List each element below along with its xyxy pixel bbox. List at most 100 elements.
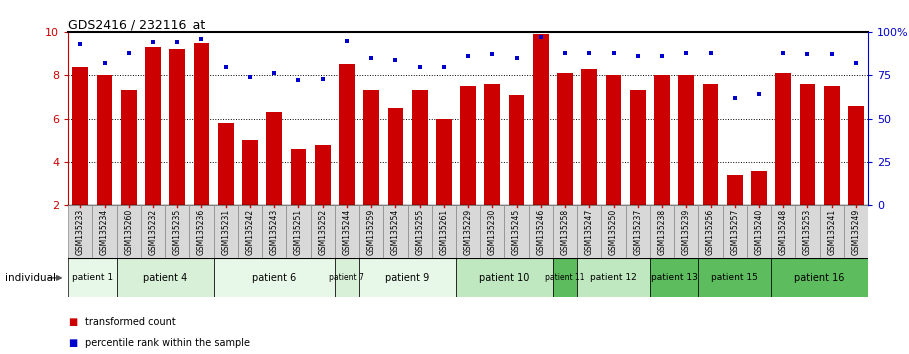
Point (315, 76, 330, 81)
Text: GSM135248: GSM135248 (779, 209, 788, 255)
Text: patient 6: patient 6 (252, 273, 296, 283)
Text: GSM135258: GSM135258 (561, 209, 570, 255)
Text: GSM135244: GSM135244 (343, 209, 352, 255)
Bar (602, 205, 625, 258)
Bar (678, 75, 694, 205)
Text: GSM135253: GSM135253 (803, 209, 812, 255)
Bar (315, 144, 331, 205)
Bar (625, 205, 650, 258)
Bar (460, 86, 476, 205)
Bar (605, 75, 622, 205)
Text: patient 4: patient 4 (143, 273, 187, 283)
Text: GSM135237: GSM135237 (634, 209, 643, 255)
Point (509, 55, 524, 61)
Bar (582, 69, 597, 205)
Point (534, 34, 548, 40)
Point (243, 74, 257, 80)
Bar (775, 73, 791, 205)
Bar (723, 205, 747, 258)
Point (170, 39, 185, 45)
Bar (456, 258, 553, 297)
Point (800, 52, 814, 57)
Point (776, 50, 791, 56)
Text: ■: ■ (68, 317, 77, 327)
Bar (771, 258, 868, 297)
Text: GSM135241: GSM135241 (827, 209, 836, 255)
Point (122, 50, 136, 56)
Point (485, 52, 500, 57)
Bar (68, 258, 116, 297)
Text: patient 15: patient 15 (712, 273, 758, 282)
Text: transformed count: transformed count (85, 317, 175, 327)
Text: GSM135233: GSM135233 (75, 209, 85, 255)
Bar (436, 119, 452, 205)
Bar (747, 205, 771, 258)
Text: patient 7: patient 7 (329, 273, 365, 282)
Text: patient 12: patient 12 (590, 273, 637, 282)
Bar (387, 108, 404, 205)
Text: patient 9: patient 9 (385, 273, 430, 283)
Point (291, 78, 305, 83)
Bar (68, 205, 93, 258)
Text: GSM135260: GSM135260 (125, 209, 134, 255)
Bar (242, 140, 258, 205)
Bar (800, 84, 815, 205)
Bar (412, 90, 427, 205)
Point (558, 50, 573, 56)
Bar (194, 43, 209, 205)
Bar (529, 205, 553, 258)
Bar (654, 75, 670, 205)
Bar (238, 205, 262, 258)
Text: patient 16: patient 16 (794, 273, 844, 283)
Bar (795, 205, 820, 258)
Text: percentile rank within the sample: percentile rank within the sample (85, 338, 250, 348)
Bar (504, 205, 529, 258)
Point (267, 71, 282, 76)
Bar (407, 205, 432, 258)
Bar (557, 73, 573, 205)
Point (727, 95, 742, 101)
Text: patient 11: patient 11 (545, 273, 584, 282)
Bar (820, 205, 844, 258)
Text: GSM135256: GSM135256 (706, 209, 715, 255)
Text: GSM135236: GSM135236 (197, 209, 206, 255)
Text: GSM135234: GSM135234 (100, 209, 109, 255)
Point (436, 64, 451, 69)
Bar (432, 205, 456, 258)
Bar (751, 171, 767, 205)
Bar (533, 34, 549, 205)
Bar (844, 205, 868, 258)
Bar (364, 90, 379, 205)
Bar (848, 105, 864, 205)
Bar (165, 205, 189, 258)
Bar (359, 205, 384, 258)
Text: GSM135243: GSM135243 (270, 209, 279, 255)
Text: patient 10: patient 10 (479, 273, 530, 283)
Bar (189, 205, 214, 258)
Point (97, 60, 112, 66)
Text: GSM135259: GSM135259 (366, 209, 375, 255)
Point (218, 64, 233, 69)
Text: patient 1: patient 1 (72, 273, 113, 282)
Bar (311, 205, 335, 258)
Text: GSM135247: GSM135247 (584, 209, 594, 255)
Text: individual: individual (5, 273, 55, 283)
Point (413, 64, 427, 69)
Bar (116, 258, 214, 297)
Point (654, 53, 669, 59)
Bar (169, 49, 185, 205)
Point (73, 41, 87, 47)
Point (704, 50, 718, 56)
Bar (577, 205, 602, 258)
Point (582, 50, 596, 56)
Bar (553, 258, 577, 297)
Text: GSM135254: GSM135254 (391, 209, 400, 255)
Point (679, 50, 694, 56)
Bar (145, 47, 161, 205)
Text: GSM135230: GSM135230 (488, 209, 497, 255)
Point (461, 53, 475, 59)
Bar (214, 205, 238, 258)
Text: ■: ■ (68, 338, 77, 348)
Bar (650, 205, 674, 258)
Text: GSM135235: GSM135235 (173, 209, 182, 255)
